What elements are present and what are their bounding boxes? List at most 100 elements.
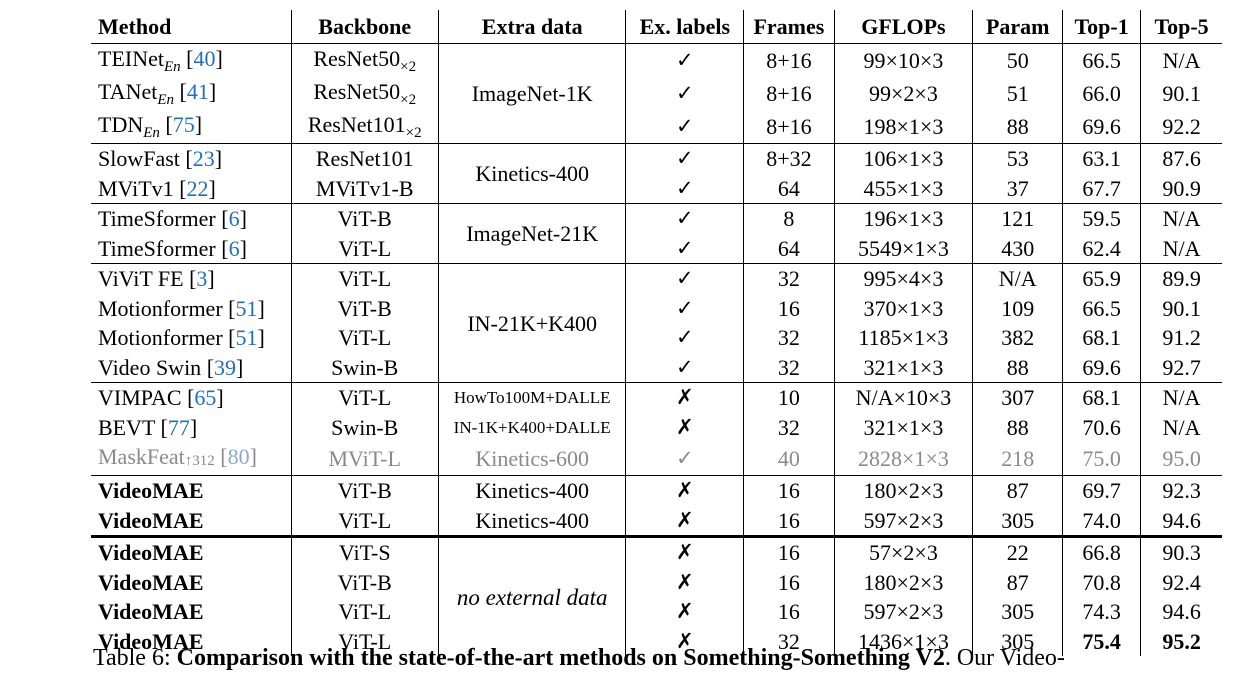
- citation-link[interactable]: 6: [228, 235, 240, 261]
- citation-link[interactable]: 51: [235, 325, 258, 351]
- method-cell: VideoMAE: [98, 569, 204, 595]
- backbone-cell: MViTv1-B: [290, 173, 439, 204]
- top5-cell: 90.9: [1140, 173, 1222, 204]
- gflops-cell: 57×2×3: [833, 535, 973, 568]
- labels-cell: ✓: [625, 323, 744, 353]
- extra-data-cell: no external data: [437, 535, 626, 656]
- labels-cell: ✗: [625, 597, 744, 627]
- top5-cell: 94.6: [1140, 505, 1222, 537]
- gflops-cell: 455×1×3: [833, 173, 973, 204]
- labels-cell: ✓: [625, 77, 744, 110]
- top5-cell: N/A: [1140, 412, 1222, 442]
- gflops-cell: 180×2×3: [833, 475, 973, 506]
- citation-link[interactable]: 40: [193, 46, 216, 71]
- method-cell: VideoMAE: [98, 628, 204, 654]
- gflops-cell: 995×4×3: [833, 263, 973, 294]
- top5-cell: 90.1: [1140, 293, 1222, 323]
- frames-cell: 8+16: [743, 110, 835, 144]
- table-row: VideoMAE ViT-L ✗ 32 1436×1×3 305 75.4 95…: [91, 626, 1222, 656]
- top5-cell: N/A: [1140, 233, 1222, 264]
- gflops-cell: 5549×1×3: [833, 233, 973, 264]
- top1-cell: 66.5: [1062, 43, 1141, 77]
- backbone-cell: ViT-L: [290, 626, 439, 656]
- labels-cell: ✓: [625, 43, 744, 77]
- labels-cell: ✗: [625, 535, 744, 568]
- param-cell: 88: [972, 110, 1063, 144]
- table-row: MaskFeat↑312 [80] MViT-L Kinetics-600 ✓ …: [91, 442, 1222, 476]
- table-row: VideoMAE ViT-B ✗ 16 180×2×3 87 70.8 92.4: [91, 567, 1222, 597]
- gflops-cell: 106×1×3: [833, 143, 973, 174]
- header-top1: Top-1: [1062, 10, 1141, 44]
- gflops-cell: 99×10×3: [833, 43, 973, 77]
- frames-cell: 16: [743, 597, 835, 627]
- extra-data-cell: Kinetics-400: [437, 505, 626, 537]
- top5-cell: 87.6: [1140, 143, 1222, 174]
- table-row: Motionformer [51] ViT-L ✓ 32 1185×1×3 38…: [91, 323, 1222, 353]
- param-cell: 430: [972, 233, 1063, 264]
- top1-cell: 66.5: [1062, 293, 1141, 323]
- method-cell: VideoMAE: [98, 507, 204, 533]
- citation-link[interactable]: 22: [186, 175, 209, 201]
- citation-link[interactable]: 3: [196, 266, 208, 292]
- caption-rest: . Our Video-: [944, 645, 1065, 671]
- citation-link[interactable]: 51: [235, 295, 258, 321]
- header-method: Method: [91, 10, 292, 44]
- gflops-cell: 99×2×3: [833, 77, 973, 110]
- method-cell: VIMPAC [65]: [91, 382, 292, 413]
- top1-cell: 65.9: [1062, 263, 1141, 294]
- labels-cell: ✓: [625, 110, 744, 144]
- frames-cell: 32: [743, 626, 835, 656]
- header-top5: Top-5: [1140, 10, 1222, 44]
- top5-cell: 91.2: [1140, 323, 1222, 353]
- frames-cell: 8: [743, 203, 835, 234]
- table-row: ViViT FE [3] ViT-L IN-21K+K400 ✓ 32 995×…: [91, 263, 1222, 383]
- top5-cell: 92.3: [1140, 475, 1222, 506]
- method-cell: VideoMAE: [91, 535, 292, 568]
- table-row: TimeSformer [6] ViT-L ✓ 64 5549×1×3 430 …: [91, 233, 1222, 264]
- top1-cell: 74.3: [1062, 597, 1141, 627]
- extra-data-cell: IN-21K+K400: [437, 263, 626, 383]
- param-cell: 50: [972, 43, 1063, 77]
- header-frames: Frames: [743, 10, 835, 44]
- extra-data-cell: HowTo100M+DALLE: [437, 382, 626, 413]
- extra-data-cell: ImageNet-21K: [437, 203, 626, 264]
- citation-link[interactable]: 39: [214, 354, 237, 380]
- gflops-cell: 180×2×3: [833, 567, 973, 597]
- top5-cell: 90.3: [1140, 535, 1222, 568]
- backbone-cell: Swin-B: [290, 412, 439, 442]
- table-row: VideoMAE ViT-L Kinetics-400 ✗ 16 597×2×3…: [91, 505, 1222, 537]
- citation-link[interactable]: 75: [172, 112, 195, 137]
- backbone-cell: ResNet101×2: [290, 110, 439, 144]
- param-cell: 305: [972, 505, 1063, 537]
- citation-link[interactable]: 23: [192, 146, 215, 172]
- param-cell: 88: [972, 352, 1063, 383]
- table-row: VideoMAE ViT-L ✗ 16 597×2×3 305 74.3 94.…: [91, 597, 1222, 627]
- table-row: VideoMAE ViT-B Kinetics-400 ✗ 16 180×2×3…: [91, 475, 1222, 506]
- gflops-cell: 1436×1×3: [833, 626, 973, 656]
- top1-cell: 67.7: [1062, 173, 1141, 204]
- method-cell: Motionformer [51]: [98, 325, 265, 351]
- param-cell: 305: [972, 597, 1063, 627]
- table-row: VIMPAC [65] ViT-L HowTo100M+DALLE ✗ 10 N…: [91, 382, 1222, 413]
- citation-link[interactable]: 41: [186, 79, 209, 104]
- frames-cell: 8+32: [743, 143, 835, 174]
- frames-cell: 8+16: [743, 77, 835, 110]
- header-row: Method Backbone Extra data Ex. labels Fr…: [91, 10, 1222, 44]
- citation-link[interactable]: 80: [227, 444, 250, 469]
- frames-cell: 64: [743, 233, 835, 264]
- backbone-cell: ResNet101: [290, 143, 439, 174]
- citation-link[interactable]: 77: [167, 414, 190, 440]
- citation-link[interactable]: 65: [194, 385, 217, 411]
- header-backbone: Backbone: [290, 10, 439, 44]
- top5-cell: 95.0: [1140, 442, 1222, 476]
- caption-title: Comparison with the state-of-the-art met…: [176, 645, 945, 671]
- top5-cell: 92.2: [1140, 110, 1222, 144]
- backbone-cell: ViT-L: [290, 597, 439, 627]
- top5-cell: N/A: [1140, 203, 1222, 234]
- citation-link[interactable]: 6: [228, 206, 240, 232]
- param-cell: N/A: [972, 263, 1063, 294]
- param-cell: 53: [972, 143, 1063, 174]
- frames-cell: 32: [743, 263, 835, 294]
- param-cell: 22: [972, 535, 1063, 568]
- labels-cell: ✓: [625, 203, 744, 234]
